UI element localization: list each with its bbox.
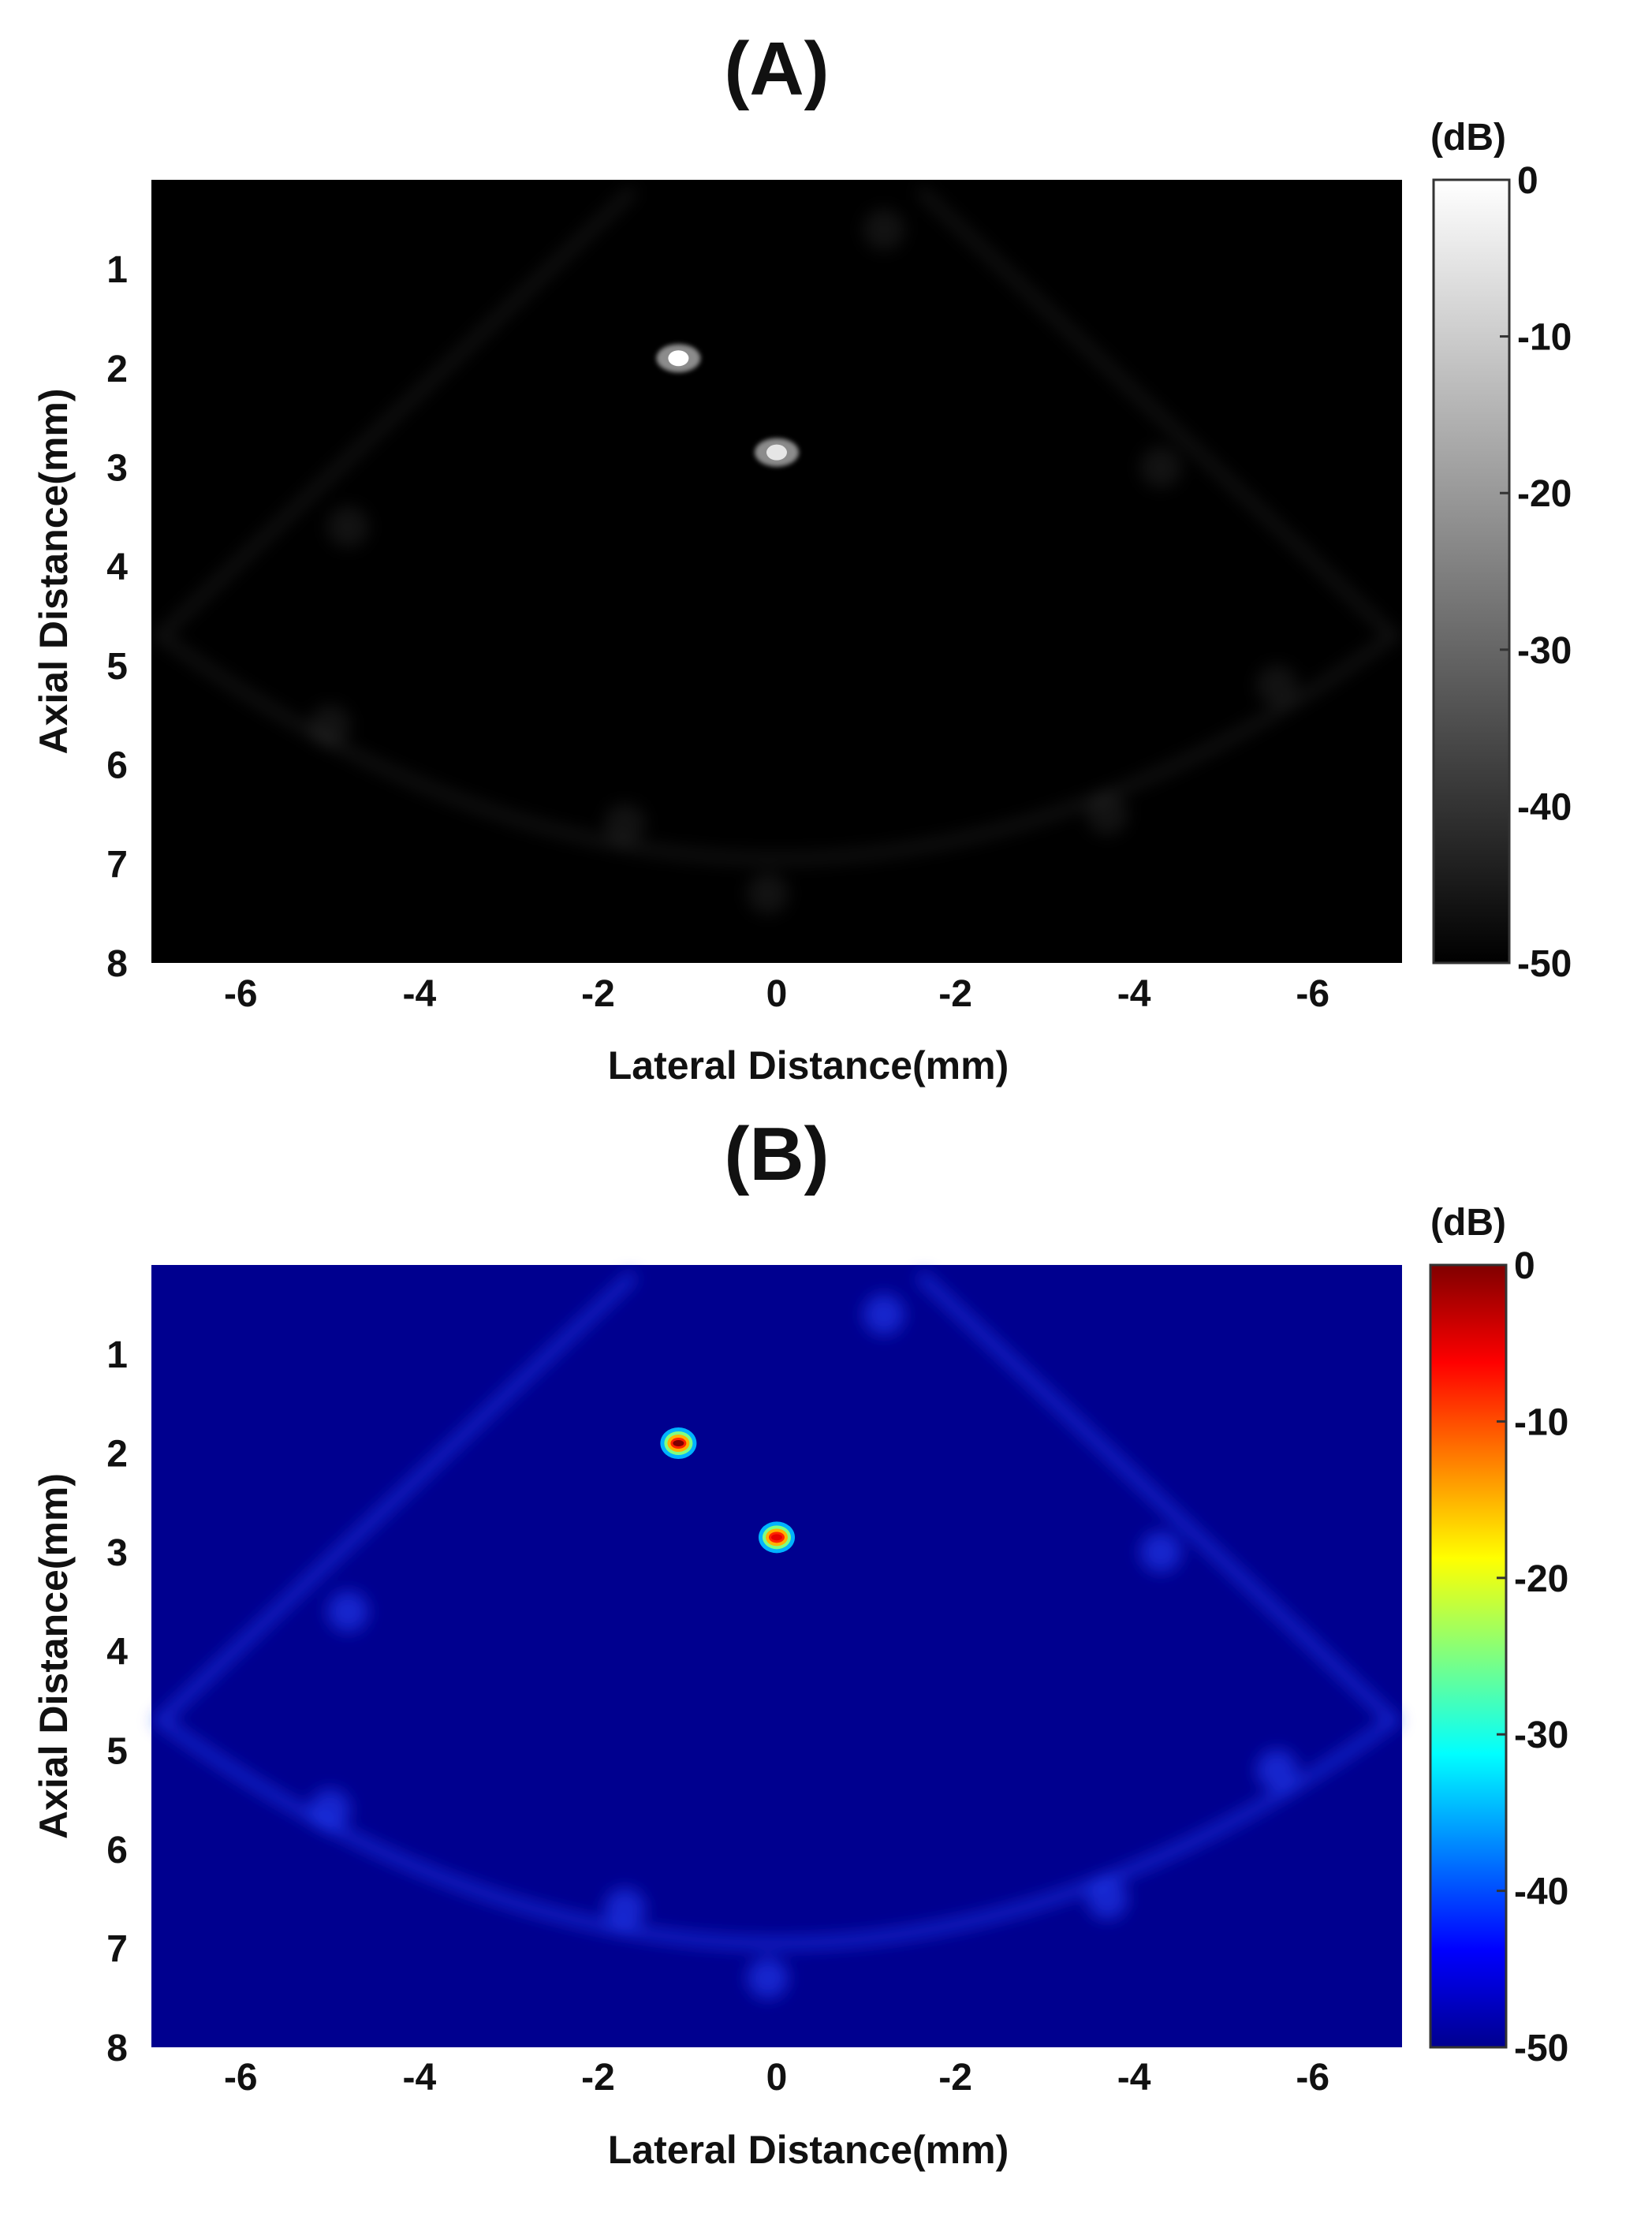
y-tick-label: 4 — [106, 1632, 128, 1673]
colorbar-tick-label: -10 — [1517, 317, 1572, 359]
colorbar-unit-label: (dB) — [1430, 117, 1506, 159]
heatmap-image — [151, 1265, 1402, 2047]
y-tick-label: 6 — [106, 745, 128, 787]
y-tick-label: 8 — [106, 943, 128, 985]
heatmap-image — [151, 180, 1402, 963]
x-tick-label: -2 — [938, 2057, 972, 2099]
y-tick-label: 2 — [106, 349, 128, 390]
colorbar-tick-label: 0 — [1517, 160, 1538, 202]
bright-spot-1 — [660, 1427, 697, 1460]
x-tick-label: -6 — [224, 973, 258, 1015]
y-tick-label: 6 — [106, 1830, 128, 1871]
y-tick-label: 8 — [106, 2028, 128, 2069]
x-axis-label: Lateral Distance(mm) — [608, 1043, 1009, 1088]
sector-artifact — [151, 1270, 1402, 1999]
x-axis-label: Lateral Distance(mm) — [608, 2128, 1009, 2172]
colorbar-tick-label: -30 — [1517, 630, 1572, 672]
colorbar-tick-label: -50 — [1514, 2028, 1568, 2069]
y-axis-label: Axial Distance(mm) — [32, 388, 76, 754]
colorbar-tick-label: -20 — [1517, 473, 1572, 515]
y-axis-label: Axial Distance(mm) — [32, 1473, 76, 1839]
y-tick-label: 4 — [106, 547, 128, 588]
y-tick-label: 7 — [106, 844, 128, 886]
colorbar-tick-label: -50 — [1517, 943, 1572, 985]
x-tick-label: -2 — [938, 973, 972, 1015]
bright-spot-1 — [656, 344, 701, 373]
chart-title: (B) — [724, 1112, 829, 1196]
x-tick-label: -4 — [1117, 973, 1151, 1015]
x-tick-label: -6 — [1296, 973, 1329, 1015]
x-tick-label: 0 — [766, 973, 788, 1015]
x-tick-label: -4 — [403, 973, 437, 1015]
colorbar-tick-label: 0 — [1514, 1245, 1535, 1287]
bright-spot-2 — [755, 438, 799, 467]
x-tick-label: 0 — [766, 2057, 788, 2099]
y-tick-label: 1 — [106, 249, 128, 291]
x-tick-label: -6 — [1296, 2057, 1329, 2099]
chart-title: (A) — [724, 27, 829, 111]
x-tick-label: -4 — [403, 2057, 437, 2099]
x-tick-label: -2 — [581, 2057, 615, 2099]
colorbar — [1432, 178, 1511, 965]
y-tick-label: 1 — [106, 1334, 128, 1376]
x-tick-label: -4 — [1117, 2057, 1151, 2099]
x-tick-label: -2 — [581, 973, 615, 1015]
y-tick-label: 5 — [106, 646, 128, 688]
y-tick-label: 3 — [106, 1532, 128, 1574]
sector-artifact — [151, 185, 1402, 915]
colorbar-tick-label: -20 — [1514, 1558, 1568, 1600]
colorbar-tick-label: -40 — [1514, 1871, 1568, 1913]
colorbar-unit-label: (dB) — [1430, 1202, 1506, 1244]
bright-spot-2 — [759, 1521, 795, 1554]
colorbar-tick-label: -30 — [1514, 1714, 1568, 1756]
colorbar — [1429, 1263, 1508, 2049]
y-tick-label: 5 — [106, 1730, 128, 1772]
colorbar-tick-label: -40 — [1517, 786, 1572, 828]
y-tick-label: 2 — [106, 1434, 128, 1476]
y-tick-label: 3 — [106, 448, 128, 490]
y-tick-label: 7 — [106, 1928, 128, 1970]
x-tick-label: -6 — [224, 2057, 258, 2099]
colorbar-tick-label: -10 — [1514, 1401, 1568, 1443]
